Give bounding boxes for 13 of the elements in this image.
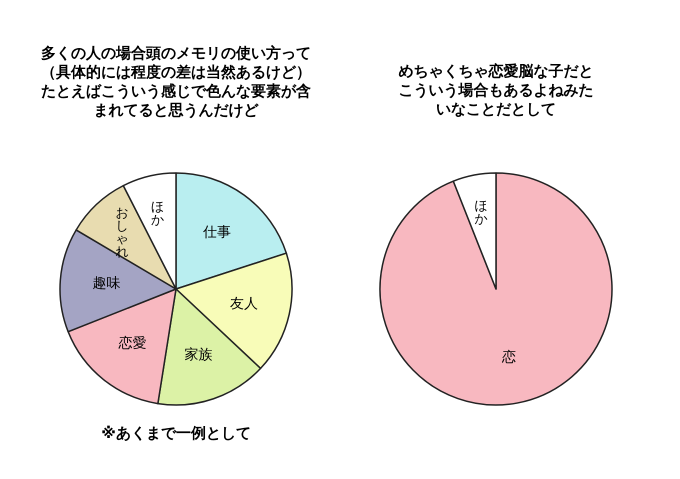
slice-label: ほか xyxy=(151,200,164,228)
slice-label: ほか xyxy=(474,199,488,228)
slice-label: おしゃれ xyxy=(116,206,129,260)
text: ※あくまで一例として xyxy=(101,424,251,442)
slice-label: 友人 xyxy=(230,296,258,312)
chart-title: 多くの人の場合頭のメモリの使い方って（具体的には程度の差は当然あるけど）たとえばこういう感じで色んな要素が含まれてると思うんだけど xyxy=(41,44,311,119)
slice-label: 恋 xyxy=(501,349,516,366)
chart-title: めちゃくちゃ恋愛脳な子だとこういう場合もあるよねみたいなことだとして xyxy=(398,62,594,118)
slice-label: 家族 xyxy=(184,346,213,363)
slice-label: 趣味 xyxy=(92,276,121,292)
slice-label: 仕事 xyxy=(202,224,231,241)
slice-label: 恋愛 xyxy=(117,335,146,352)
pie-slice xyxy=(379,172,613,406)
